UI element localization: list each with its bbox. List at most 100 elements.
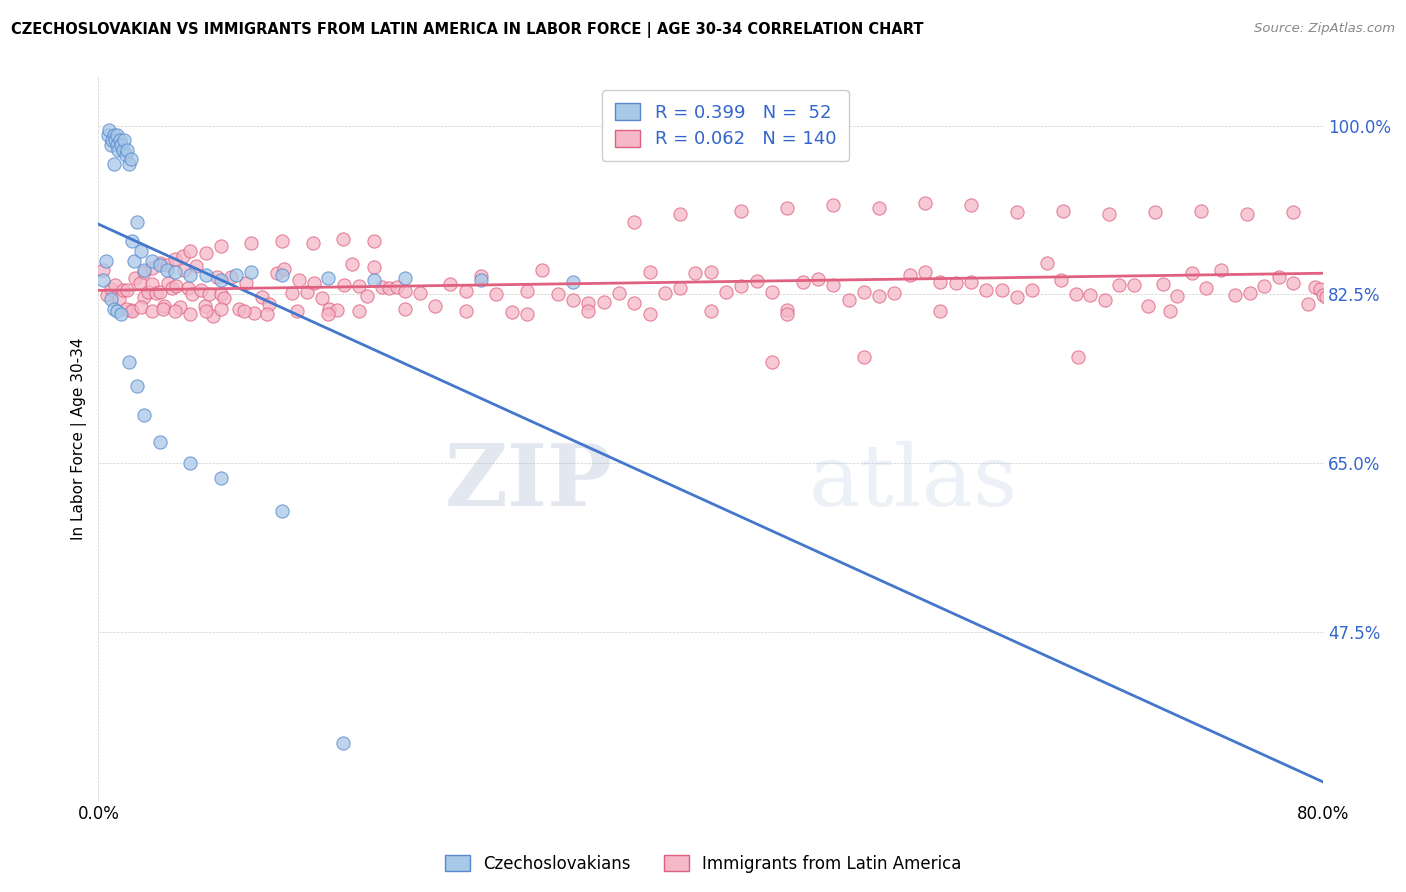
Point xyxy=(807,272,830,286)
Point xyxy=(730,278,752,293)
Point xyxy=(91,263,114,277)
Point xyxy=(104,133,127,147)
Point xyxy=(823,198,845,212)
Point xyxy=(103,157,125,171)
Point xyxy=(1195,281,1218,295)
Point xyxy=(209,470,232,484)
Point xyxy=(112,133,135,147)
Point xyxy=(121,235,143,249)
Point xyxy=(271,235,294,249)
Point xyxy=(562,275,585,289)
Point xyxy=(96,288,118,302)
Point xyxy=(1315,290,1337,304)
Point xyxy=(115,147,138,161)
Point xyxy=(852,285,875,299)
Point xyxy=(1189,203,1212,218)
Point xyxy=(107,143,129,157)
Point xyxy=(914,195,936,210)
Point xyxy=(108,133,131,147)
Text: atlas: atlas xyxy=(808,441,1018,524)
Point xyxy=(271,268,294,282)
Point xyxy=(228,301,250,316)
Point xyxy=(301,236,323,251)
Point xyxy=(96,128,118,143)
Point xyxy=(201,309,224,323)
Point xyxy=(163,265,186,279)
Point xyxy=(326,303,349,318)
Point xyxy=(1035,256,1057,270)
Point xyxy=(623,215,645,229)
Point xyxy=(1159,303,1181,318)
Point xyxy=(120,153,142,167)
Point xyxy=(132,290,155,304)
Point xyxy=(700,303,723,318)
Text: CZECHOSLOVAKIAN VS IMMIGRANTS FROM LATIN AMERICA IN LABOR FORCE | AGE 30-34 CORR: CZECHOSLOVAKIAN VS IMMIGRANTS FROM LATIN… xyxy=(11,22,924,38)
Point xyxy=(194,303,217,318)
Point xyxy=(256,307,278,321)
Point xyxy=(311,291,333,305)
Point xyxy=(1296,297,1319,311)
Point xyxy=(295,285,318,299)
Point xyxy=(898,268,921,282)
Point xyxy=(501,304,523,318)
Point xyxy=(122,253,145,268)
Point xyxy=(516,307,538,321)
Point xyxy=(103,128,125,143)
Point xyxy=(172,249,194,263)
Point xyxy=(128,276,150,290)
Point xyxy=(100,292,122,306)
Point xyxy=(470,268,492,283)
Point xyxy=(394,271,416,285)
Point xyxy=(1209,262,1232,277)
Legend: R = 0.399   N =  52, R = 0.062   N = 140: R = 0.399 N = 52, R = 0.062 N = 140 xyxy=(602,90,849,161)
Point xyxy=(838,293,860,308)
Point xyxy=(193,299,215,313)
Point xyxy=(562,293,585,307)
Point xyxy=(163,303,186,318)
Point xyxy=(266,266,288,280)
Point xyxy=(169,300,191,314)
Point xyxy=(156,276,179,290)
Point xyxy=(156,259,179,273)
Point xyxy=(197,287,219,301)
Point xyxy=(1078,288,1101,302)
Point xyxy=(1181,266,1204,280)
Point xyxy=(852,350,875,364)
Point xyxy=(103,301,125,316)
Point xyxy=(945,277,967,291)
Point xyxy=(1253,279,1275,293)
Point xyxy=(134,265,156,279)
Point xyxy=(332,232,354,246)
Point xyxy=(761,285,783,299)
Point xyxy=(638,265,661,279)
Point xyxy=(118,355,141,369)
Point xyxy=(194,246,217,260)
Point xyxy=(1268,270,1291,285)
Point xyxy=(363,260,385,275)
Point xyxy=(153,299,176,313)
Point xyxy=(1152,277,1174,291)
Point xyxy=(1094,293,1116,307)
Point xyxy=(112,283,135,297)
Point xyxy=(349,279,371,293)
Point xyxy=(318,302,340,317)
Point xyxy=(454,284,477,298)
Point xyxy=(121,303,143,318)
Point xyxy=(516,284,538,298)
Point xyxy=(149,255,172,269)
Point xyxy=(700,265,723,279)
Point xyxy=(1166,289,1188,303)
Point xyxy=(149,259,172,273)
Point xyxy=(100,282,122,296)
Point xyxy=(209,273,232,287)
Point xyxy=(160,281,183,295)
Point xyxy=(181,287,204,301)
Point xyxy=(576,296,599,310)
Point xyxy=(669,207,692,221)
Point xyxy=(868,201,890,215)
Point xyxy=(141,303,163,318)
Point xyxy=(129,244,152,258)
Point xyxy=(745,274,768,288)
Point xyxy=(179,244,201,258)
Point xyxy=(110,137,132,152)
